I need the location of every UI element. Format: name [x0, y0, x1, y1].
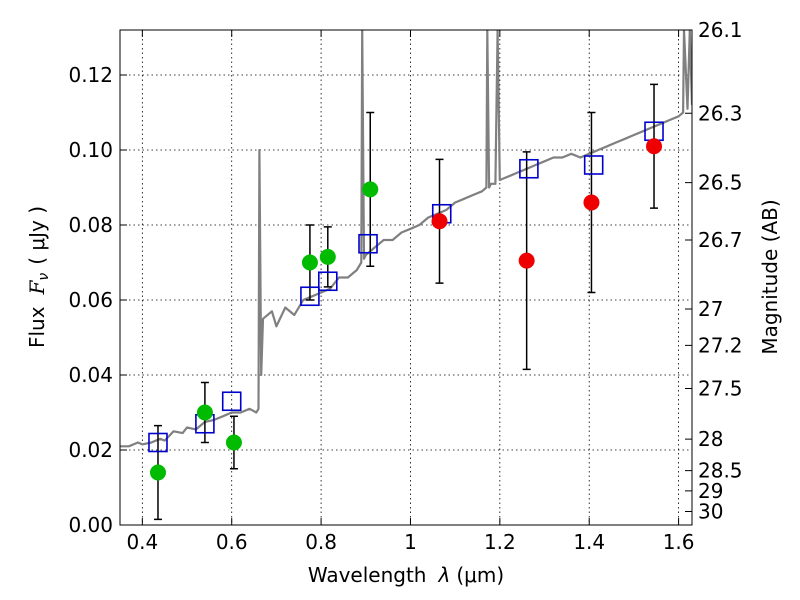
model-photometry-layer: [148, 121, 664, 453]
grid: [120, 30, 692, 526]
y-tick-label: 0.08: [68, 213, 113, 237]
observed-point-red: [431, 213, 448, 230]
plot-background: [120, 30, 692, 525]
y2-tick-label: 28: [698, 427, 723, 451]
y2-tick-label: 26.7: [698, 228, 743, 252]
x-axis-label-symbol: λ: [438, 563, 451, 587]
model-spectrum-line: [120, 30, 692, 448]
y-tick-label: 0.12: [68, 63, 113, 87]
observed-point-green: [319, 248, 336, 265]
observed-points-layer: [149, 138, 663, 481]
tick-labels: 0.4 0.6 0.8 1 1.2 1.4 1.6 0.00 0.02 0.04 0.06 0.08 0…: [68, 18, 742, 554]
x-axis-label-unit: (μm): [456, 563, 504, 587]
y-tick-label: 0.06: [68, 288, 113, 312]
y2-tick-label: 27.2: [698, 333, 743, 357]
x-tick-label: 1: [404, 530, 417, 554]
x-axis-label: Wavelength λ (μm): [308, 563, 504, 587]
model-photometry-square: [583, 155, 604, 175]
x-tick-label: 1.6: [663, 530, 695, 554]
y-tick-label: 0.04: [68, 363, 113, 387]
model-photometry-square: [221, 391, 242, 412]
x-tick-label: 1.2: [484, 530, 516, 554]
ticks: [120, 29, 692, 526]
y2-tick-label: 26.3: [698, 101, 743, 125]
x-tick-label: 0.8: [305, 530, 337, 554]
observed-point-green: [301, 254, 318, 271]
y2-tick-label: 27.5: [698, 377, 743, 401]
right-axis-label: Magnitude (AB): [758, 199, 782, 354]
observed-point-green: [149, 464, 166, 481]
model-photometry-square: [300, 286, 320, 307]
y2-tick-label: 27: [698, 297, 723, 321]
model-photometry-square: [519, 158, 539, 179]
model-photometry-square: [358, 233, 378, 254]
y2-tick-label: 28.5: [698, 459, 743, 483]
observed-point-green: [196, 404, 213, 421]
y-axis-label-subscript: ν: [36, 273, 52, 281]
y2-tick-label: 29: [698, 479, 723, 503]
y-tick-label: 0.00: [68, 513, 113, 537]
y2-tick-label: 26.1: [698, 18, 743, 42]
x-tick-label: 0.6: [216, 530, 248, 554]
observed-point-red: [518, 252, 535, 269]
x-tick-label: 1.4: [573, 530, 605, 554]
model-photometry-square: [317, 271, 338, 292]
x-axis-label-text: Wavelength: [308, 563, 427, 587]
observed-point-red: [583, 194, 600, 211]
y-axis-label-symbol: F: [25, 279, 49, 295]
y2-tick-label: 30: [698, 500, 723, 524]
model-spectrum-layer: [120, 30, 692, 448]
y-tick-label: 0.02: [68, 438, 113, 462]
y-axis-label-unit: ( μJy ): [25, 206, 49, 265]
y2-tick-label: 26.5: [698, 171, 743, 195]
y-axis-label-text: Flux: [25, 306, 49, 348]
observed-point-green: [225, 434, 242, 451]
observed-point-green: [362, 181, 379, 198]
y-axis-label: Flux Fν ( μJy ): [25, 206, 52, 348]
observed-point-red: [646, 138, 663, 155]
plot-frame: [119, 29, 693, 526]
y-tick-label: 0.10: [68, 138, 113, 162]
x-tick-label: 0.4: [126, 530, 158, 554]
model-photometry-square: [148, 432, 168, 453]
